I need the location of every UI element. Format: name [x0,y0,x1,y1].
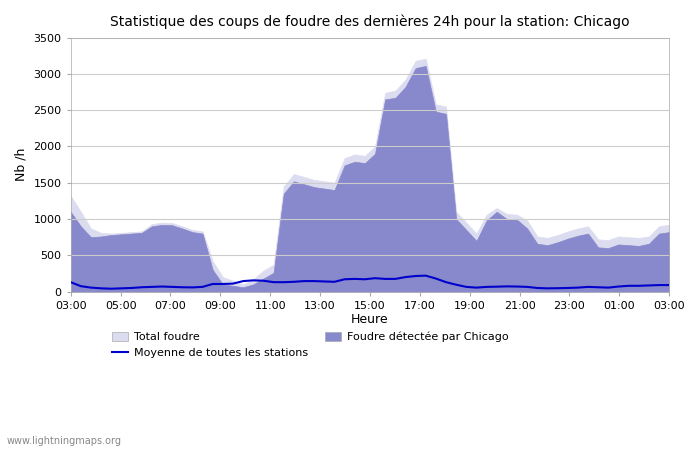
Text: www.lightningmaps.org: www.lightningmaps.org [7,436,122,446]
Title: Statistique des coups de foudre des dernières 24h pour la station: Chicago: Statistique des coups de foudre des dern… [110,15,630,30]
Legend: Total foudre, Moyenne de toutes les stations, Foudre détectée par Chicago: Total foudre, Moyenne de toutes les stat… [107,327,513,362]
Y-axis label: Nb /h: Nb /h [15,148,28,181]
X-axis label: Heure: Heure [351,313,388,326]
